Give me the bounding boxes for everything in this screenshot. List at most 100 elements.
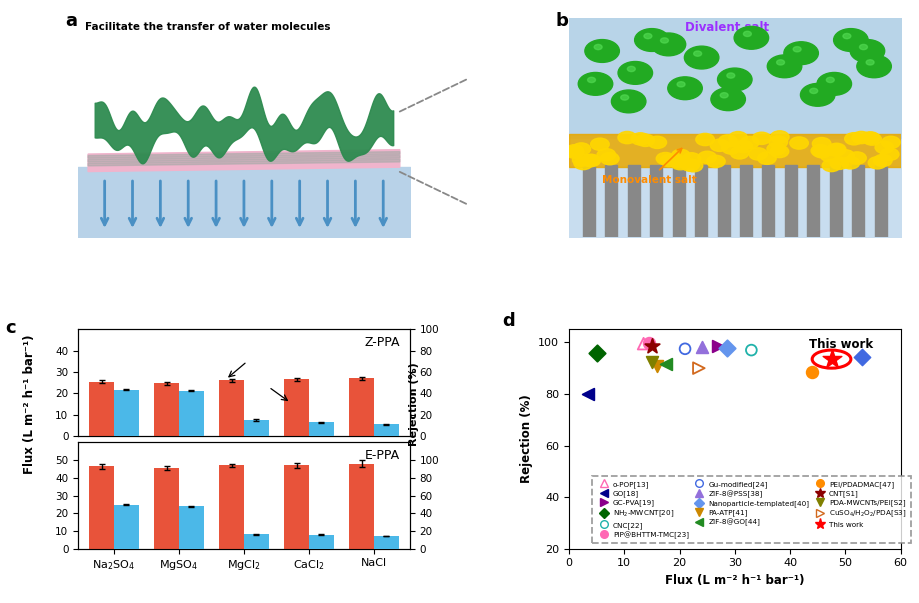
- Point: [824, 355, 839, 364]
- Point: [650, 361, 664, 370]
- Bar: [673, 165, 685, 238]
- Point: [720, 343, 734, 353]
- Circle shape: [821, 150, 839, 162]
- Circle shape: [753, 132, 771, 145]
- Circle shape: [817, 72, 852, 95]
- Circle shape: [800, 83, 835, 106]
- Polygon shape: [88, 156, 400, 162]
- Bar: [785, 165, 797, 238]
- Bar: [349, 379, 374, 436]
- Bar: [606, 165, 618, 238]
- Circle shape: [811, 145, 830, 157]
- Circle shape: [769, 136, 788, 148]
- Circle shape: [573, 154, 591, 166]
- Text: Divalent salt: Divalent salt: [685, 21, 769, 34]
- Circle shape: [672, 150, 690, 162]
- Circle shape: [830, 157, 848, 169]
- Circle shape: [868, 157, 887, 169]
- Circle shape: [734, 27, 768, 49]
- Circle shape: [857, 55, 891, 78]
- Circle shape: [587, 77, 596, 83]
- Circle shape: [620, 95, 629, 100]
- Circle shape: [767, 55, 801, 78]
- Text: Flux (L m⁻² h⁻¹ bar⁻¹): Flux (L m⁻² h⁻¹ bar⁻¹): [23, 334, 36, 474]
- Circle shape: [698, 151, 717, 163]
- Circle shape: [618, 62, 652, 84]
- Circle shape: [648, 136, 666, 148]
- Bar: [114, 505, 139, 549]
- Circle shape: [581, 154, 600, 166]
- Circle shape: [863, 133, 881, 145]
- Circle shape: [595, 45, 602, 49]
- Circle shape: [777, 60, 785, 65]
- Circle shape: [711, 88, 745, 110]
- Bar: [284, 466, 309, 549]
- Circle shape: [572, 143, 591, 155]
- Text: E-PPA: E-PPA: [365, 449, 400, 462]
- Bar: [244, 534, 268, 549]
- Circle shape: [859, 45, 868, 49]
- Circle shape: [578, 72, 613, 95]
- Circle shape: [734, 140, 753, 153]
- Bar: [89, 382, 114, 436]
- Circle shape: [770, 131, 789, 143]
- Circle shape: [565, 145, 584, 157]
- Circle shape: [682, 153, 701, 165]
- Bar: [583, 165, 595, 238]
- Circle shape: [684, 160, 703, 172]
- Bar: [309, 534, 334, 549]
- Bar: [695, 165, 707, 238]
- Circle shape: [850, 40, 885, 62]
- Circle shape: [628, 66, 635, 72]
- Circle shape: [757, 152, 777, 165]
- Circle shape: [812, 137, 831, 150]
- Text: b: b: [556, 11, 569, 30]
- Bar: [154, 468, 179, 549]
- Circle shape: [591, 138, 609, 150]
- Bar: [114, 390, 139, 436]
- Circle shape: [719, 135, 737, 147]
- Circle shape: [644, 33, 652, 39]
- Polygon shape: [88, 150, 400, 172]
- Circle shape: [720, 93, 728, 98]
- Point: [589, 348, 604, 358]
- Point: [805, 367, 820, 377]
- Bar: [808, 165, 820, 238]
- Circle shape: [874, 154, 892, 166]
- Point: [855, 352, 869, 361]
- Circle shape: [721, 142, 741, 154]
- Point: [658, 359, 673, 369]
- Text: Rejection (%): Rejection (%): [409, 362, 419, 446]
- Circle shape: [710, 139, 729, 151]
- Bar: [852, 165, 864, 238]
- Circle shape: [677, 81, 685, 87]
- Text: d: d: [503, 312, 516, 330]
- Circle shape: [845, 133, 863, 145]
- Point: [711, 341, 726, 351]
- Circle shape: [770, 145, 789, 157]
- Circle shape: [574, 157, 593, 169]
- Circle shape: [836, 150, 855, 162]
- Circle shape: [793, 46, 801, 52]
- Circle shape: [729, 131, 747, 144]
- Circle shape: [631, 133, 650, 145]
- Legend: o-POP[13], GO[18], GC-PVA[19], NH$_2$-MWCNT[20], CNC[22], PIP@BHTTM-TMC[23], Gu-: o-POP[13], GO[18], GC-PVA[19], NH$_2$-MW…: [592, 476, 911, 543]
- Y-axis label: Rejection (%): Rejection (%): [519, 395, 533, 484]
- Circle shape: [852, 131, 870, 144]
- Circle shape: [565, 146, 584, 159]
- X-axis label: Flux (L m⁻² h⁻¹ bar⁻¹): Flux (L m⁻² h⁻¹ bar⁻¹): [665, 574, 804, 587]
- Bar: [651, 165, 663, 238]
- Point: [644, 357, 659, 367]
- Bar: [830, 165, 842, 238]
- Point: [694, 342, 709, 352]
- Circle shape: [847, 152, 867, 164]
- Bar: [875, 165, 887, 238]
- Bar: [569, 134, 901, 167]
- Text: Z-PPA: Z-PPA: [364, 336, 400, 349]
- Circle shape: [823, 159, 841, 172]
- Circle shape: [881, 136, 900, 148]
- Circle shape: [584, 40, 619, 62]
- Bar: [740, 165, 752, 238]
- Circle shape: [810, 88, 818, 93]
- Circle shape: [812, 145, 831, 158]
